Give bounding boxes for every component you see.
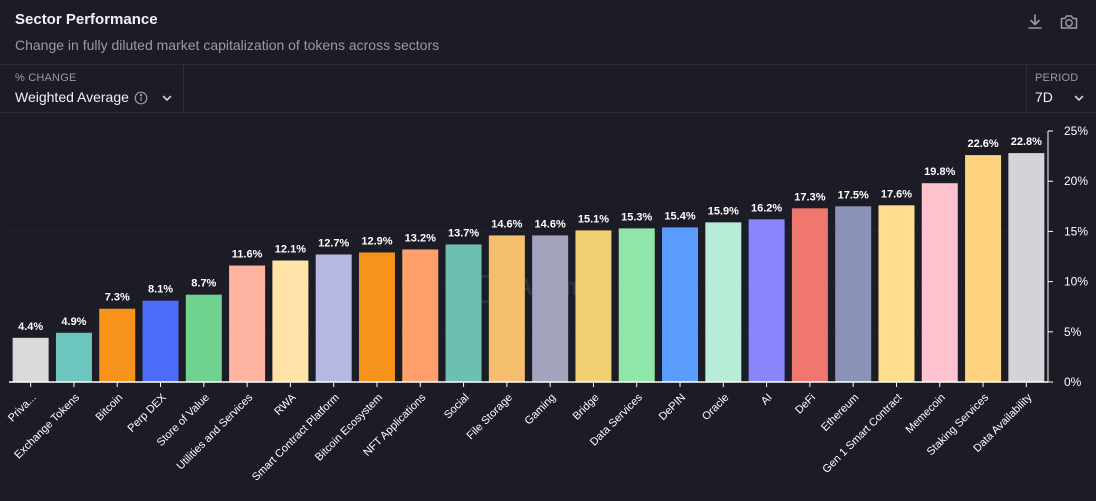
control-divider <box>183 65 184 112</box>
bar[interactable] <box>705 222 742 382</box>
bar[interactable] <box>488 235 525 382</box>
bar-value-label: 7.3% <box>105 292 130 304</box>
chevron-down-icon <box>1072 91 1086 105</box>
x-tick-label: DePIN <box>657 392 688 423</box>
bar-value-label: 17.6% <box>881 188 912 200</box>
y-tick-label: 10% <box>1064 275 1088 289</box>
bar[interactable] <box>272 260 309 382</box>
x-tick-label: Bridge <box>571 392 602 423</box>
bar[interactable] <box>229 265 266 382</box>
period-dropdown[interactable]: PERIOD 7D <box>1027 65 1096 112</box>
x-tick-label: File Storage <box>465 392 515 442</box>
y-tick-label: 20% <box>1064 174 1088 188</box>
bar-value-label: 12.7% <box>318 237 349 249</box>
y-tick-label: 0% <box>1064 375 1082 389</box>
bar[interactable] <box>791 208 828 382</box>
bar[interactable] <box>185 294 222 382</box>
x-tick-label: Priva... <box>6 392 39 425</box>
bar[interactable] <box>835 206 872 382</box>
bar[interactable] <box>142 300 179 382</box>
bar[interactable] <box>12 337 49 382</box>
bar-value-label: 15.3% <box>621 211 652 223</box>
y-tick-label: 15% <box>1064 224 1088 238</box>
bar-value-label: 15.9% <box>708 205 739 217</box>
x-tick-label: Oracle <box>700 392 731 423</box>
bar[interactable] <box>748 219 785 382</box>
change-label: % CHANGE <box>15 72 77 84</box>
bar-value-label: 15.1% <box>578 213 609 225</box>
bar-value-label: 4.4% <box>18 321 43 333</box>
bar[interactable] <box>921 183 958 382</box>
bar-value-label: 13.2% <box>405 232 436 244</box>
bar[interactable] <box>315 254 352 382</box>
bar[interactable] <box>55 332 92 382</box>
period-value: 7D <box>1035 89 1053 105</box>
chart-controls: % CHANGE Weighted Average PERIOD 7D <box>0 64 1096 113</box>
chart-header: Sector Performance Change in fully dilut… <box>0 0 1096 64</box>
x-tick-label: Smart Contract Platform <box>250 392 342 484</box>
info-icon[interactable] <box>134 91 148 105</box>
x-tick-label: Gen 1 Smart Contract <box>820 392 904 476</box>
bar-value-label: 8.1% <box>148 284 173 296</box>
bar[interactable] <box>1008 153 1045 382</box>
change-dropdown[interactable]: % CHANGE Weighted Average <box>0 65 183 112</box>
bar-value-label: 12.9% <box>361 235 392 247</box>
bar-value-label: 19.8% <box>924 166 955 178</box>
bar[interactable] <box>662 227 699 382</box>
bar-value-label: 12.1% <box>275 244 306 256</box>
x-tick-label: Gaming <box>523 392 559 428</box>
x-tick-label: Perp DEX <box>126 391 170 435</box>
bar-value-label: 8.7% <box>191 278 216 290</box>
bar[interactable] <box>358 252 395 382</box>
x-tick-label: RWA <box>272 391 299 418</box>
change-value: Weighted Average <box>15 89 129 105</box>
x-tick-label: Ethereum <box>819 392 861 434</box>
x-tick-label: AI <box>759 392 775 408</box>
bar-value-label: 4.9% <box>61 316 86 328</box>
bar-value-label: 15.4% <box>664 210 695 222</box>
bar-value-label: 11.6% <box>232 249 263 261</box>
control-divider <box>1026 65 1027 112</box>
camera-icon[interactable] <box>1059 12 1079 32</box>
chart-subtitle: Change in fully diluted market capitaliz… <box>15 37 440 53</box>
bar[interactable] <box>445 244 482 382</box>
bar[interactable] <box>532 235 569 382</box>
chart-title: Sector Performance <box>15 11 158 28</box>
x-tick-label: Bitcoin <box>94 392 126 424</box>
y-tick-label: 25% <box>1064 124 1088 138</box>
bar-value-label: 17.5% <box>838 189 869 201</box>
bar[interactable] <box>99 308 136 382</box>
period-label: PERIOD <box>1035 72 1079 84</box>
y-tick-label: 5% <box>1064 325 1082 339</box>
x-tick-label: Utilities and Services <box>175 391 256 472</box>
bar-value-label: 14.6% <box>491 218 522 230</box>
download-icon[interactable] <box>1025 12 1045 32</box>
bar[interactable] <box>575 230 612 382</box>
bar[interactable] <box>878 205 915 382</box>
x-tick-label: Social <box>442 392 472 422</box>
chevron-down-icon <box>160 91 174 105</box>
bar[interactable] <box>402 249 439 382</box>
bar-value-label: 22.8% <box>1011 136 1042 148</box>
bar[interactable] <box>965 155 1002 382</box>
bar[interactable] <box>618 228 655 382</box>
bar-value-label: 22.6% <box>967 138 998 150</box>
sector-bar-chart: 0%5%10%15%20%25%4.4%Priva...4.9%Exchange… <box>6 124 1088 484</box>
x-tick-label: Memecoin <box>904 392 948 436</box>
bar-value-label: 17.3% <box>794 191 825 203</box>
bar-value-label: 14.6% <box>535 218 566 230</box>
bar-value-label: 13.7% <box>448 227 479 239</box>
x-tick-label: DeFi <box>793 392 818 417</box>
bar-value-label: 16.2% <box>751 202 782 214</box>
